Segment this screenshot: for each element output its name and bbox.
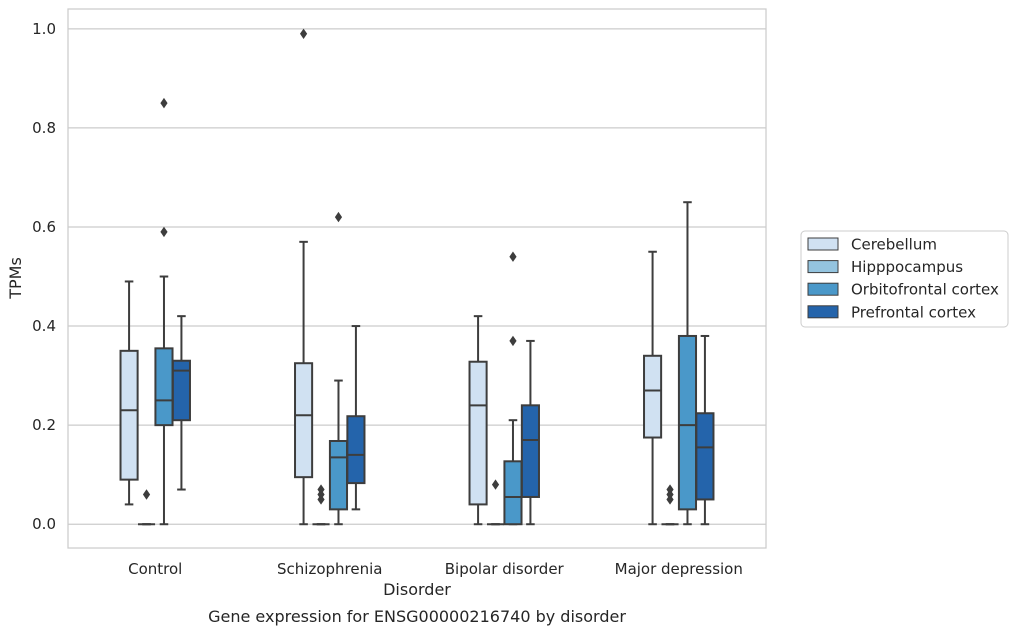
outlier-marker — [509, 251, 517, 262]
legend-label: Prefrontal cortex — [851, 303, 976, 321]
x-axis-label: Disorder — [383, 580, 451, 599]
legend-item: Hipppocampus — [807, 258, 963, 276]
outlier-marker — [666, 484, 674, 495]
box-group — [643, 250, 663, 526]
y-tick-label: 0.0 — [32, 515, 56, 533]
y-tick-label: 0.2 — [32, 416, 56, 434]
outlier-marker — [142, 489, 151, 500]
legend-item: Orbitofrontal cortex — [807, 281, 999, 299]
legend-item: Prefrontal cortex — [807, 303, 976, 321]
legend-swatch — [807, 260, 839, 274]
box-group — [346, 325, 366, 511]
y-tick-labels: 0.0 0.2 0.4 0.6 0.8 1.0 — [32, 20, 56, 533]
y-tick-label: 0.6 — [32, 218, 56, 236]
legend-frame — [800, 230, 1009, 328]
grid-lines — [68, 28, 766, 525]
legend-label: Hipppocampus — [851, 258, 963, 276]
box — [677, 334, 698, 511]
box-group — [486, 479, 505, 526]
legend-swatch — [807, 282, 839, 296]
outlier-marker — [160, 97, 168, 109]
box-group — [677, 201, 698, 526]
box — [503, 460, 523, 526]
box-group — [137, 489, 156, 526]
box — [695, 412, 715, 501]
box-group — [695, 334, 715, 526]
x-tick-label: Major depression — [615, 560, 743, 578]
box — [328, 439, 349, 511]
legend-label: Orbitofrontal cortex — [851, 281, 999, 299]
outlier-marker — [509, 335, 517, 347]
box-plots — [119, 28, 715, 526]
y-tick-label: 0.8 — [32, 119, 56, 137]
chart-caption: Gene expression for ENSG00000216740 by d… — [208, 607, 626, 626]
y-tick-label: 1.0 — [32, 20, 56, 38]
box-group — [154, 97, 174, 526]
x-tick-labels: Control Schizophrenia Bipolar disorder Majo… — [128, 560, 743, 578]
x-tick-label: Schizophrenia — [277, 560, 382, 578]
box — [294, 362, 314, 479]
box — [468, 360, 488, 506]
box-group — [312, 484, 330, 526]
box-group — [468, 315, 488, 526]
box-group — [171, 315, 191, 491]
legend-swatch — [807, 305, 839, 319]
y-tick-label: 0.4 — [32, 317, 56, 335]
box — [171, 359, 191, 422]
y-axis-label: TPMs — [6, 257, 25, 300]
box — [643, 354, 663, 439]
box-group — [119, 280, 139, 506]
box-group — [294, 28, 314, 526]
x-tick-label: Bipolar disorder — [445, 560, 565, 578]
legend-item: Cerebellum — [807, 236, 937, 254]
outlier-marker — [317, 484, 325, 495]
plot-frame — [67, 8, 767, 549]
box-group — [328, 211, 349, 526]
box — [154, 347, 174, 427]
box — [119, 349, 139, 481]
box-group — [520, 339, 540, 526]
legend: Cerebellum Hipppocampus Orbitofrontal cort… — [800, 230, 1009, 328]
outlier-marker — [160, 226, 168, 238]
box-group — [503, 251, 523, 526]
legend-label: Cerebellum — [851, 236, 937, 254]
legend-swatch — [807, 237, 839, 251]
outlier-marker — [334, 211, 343, 223]
box-group — [661, 484, 679, 526]
x-tick-label: Control — [128, 560, 182, 578]
box — [520, 404, 540, 498]
outlier-marker — [491, 479, 500, 490]
box — [346, 415, 366, 485]
outlier-marker — [299, 28, 308, 39]
